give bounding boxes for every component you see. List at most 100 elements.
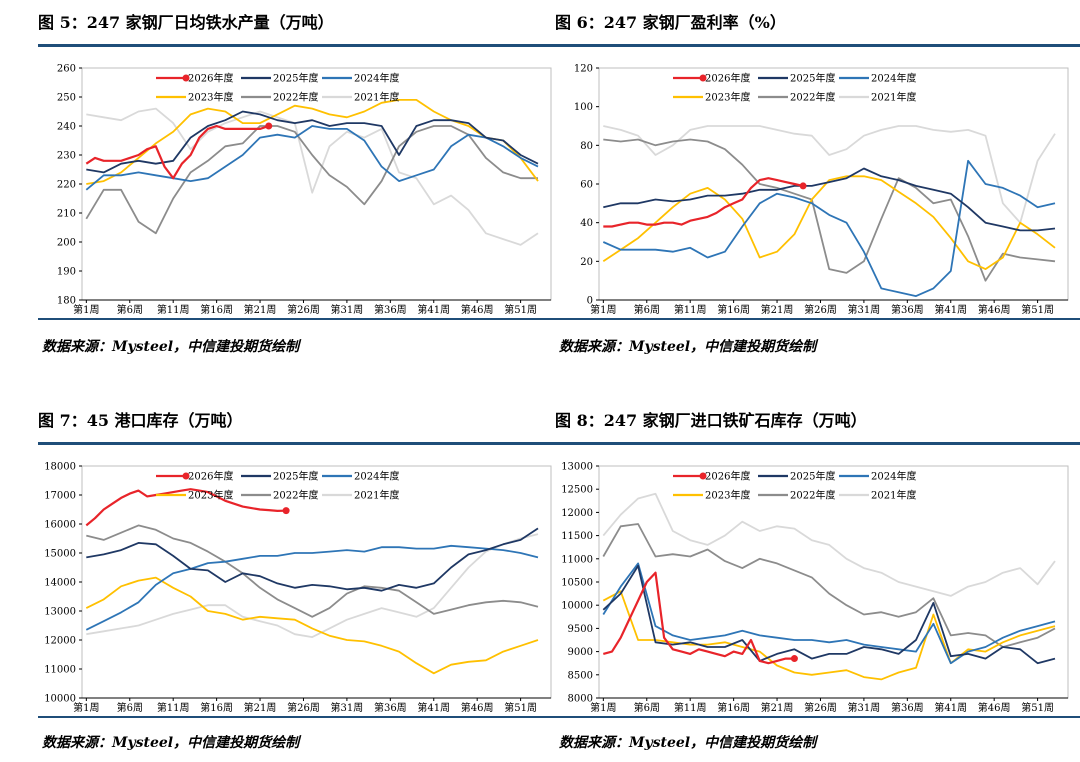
series-line-2023年度 <box>85 576 539 675</box>
y-tick-label: 12000 <box>44 636 76 647</box>
bottom-rule <box>38 318 563 320</box>
legend-label: 2025年度 <box>273 470 318 483</box>
series-line-2026年度 <box>85 124 270 180</box>
series-line-2023年度 <box>602 175 1056 271</box>
x-tick-label: 第21周 <box>244 303 277 316</box>
y-tick-label: 13000 <box>44 607 76 618</box>
legend-label: 2024年度 <box>871 470 916 483</box>
y-tick-label: 16000 <box>44 520 76 531</box>
y-tick-label: 12000 <box>561 508 593 519</box>
legend-item: 2025年度 <box>758 72 835 85</box>
series-line-2025年度 <box>602 564 1056 665</box>
line-chart-port-inventory: 10000 11000 12000 13000 14000 15000 16000 17000… <box>44 462 552 714</box>
x-tick-label: 第16周 <box>200 303 233 316</box>
x-tick-label: 第6周 <box>117 303 143 316</box>
x-tick-label: 第1周 <box>590 303 616 316</box>
x-tick-label: 第46周 <box>978 303 1011 316</box>
x-tick-label: 第11周 <box>674 303 707 316</box>
x-tick-label: 第16周 <box>200 701 233 714</box>
legend-label: 2023年度 <box>188 91 233 104</box>
data-source: 数据来源：Mysteel，中信建投期货绘制 <box>559 735 817 751</box>
chart-title: 图 5：247 家钢厂日均铁水产量（万吨） <box>38 13 334 32</box>
title-rule <box>38 442 563 445</box>
legend-label: 2022年度 <box>790 91 835 104</box>
y-tick-label: 240 <box>57 122 76 133</box>
series-end-marker <box>790 655 798 663</box>
y-tick-label: 250 <box>57 93 76 104</box>
chart-panel-fig6: 图 6：247 家钢厂盈利率（%） 0 20 40 60 80 100 120 第1周 第6周 第… <box>555 10 1080 360</box>
chart-panel-fig5: 图 5：247 家钢厂日均铁水产量（万吨） 180 190 200 210 220 230… <box>38 10 563 360</box>
x-tick-label: 第6周 <box>117 701 143 714</box>
legend-label: 2024年度 <box>354 470 399 483</box>
series-line-2024年度 <box>602 562 1056 665</box>
x-tick-label: 第26周 <box>804 303 837 316</box>
legend-label: 2021年度 <box>871 91 916 104</box>
x-tick-label: 第51周 <box>504 701 537 714</box>
x-tick-label: 第16周 <box>717 303 750 316</box>
y-tick-label: 0 <box>587 296 593 307</box>
legend-label: 2023年度 <box>705 489 750 502</box>
legend-item: 2022年度 <box>241 91 318 104</box>
x-tick-label: 第21周 <box>244 701 277 714</box>
x-tick-label: 第11周 <box>157 303 190 316</box>
y-tick-label: 12500 <box>561 485 593 496</box>
y-tick-label: 10500 <box>561 578 593 589</box>
x-tick-label: 第31周 <box>331 701 364 714</box>
chart-panel-fig7: 图 7：45 港口库存（万吨） 10000 11000 12000 13000 1400… <box>38 408 563 758</box>
x-tick-label: 第46周 <box>461 701 494 714</box>
x-tick-label: 第1周 <box>73 701 99 714</box>
y-tick-label: 200 <box>57 238 76 249</box>
line-chart-ore-inventory: 8000 8500 9000 9500 10000 10500 11000 11500 1200… <box>561 462 1069 714</box>
series-end-marker <box>799 182 807 190</box>
y-tick-label: 11000 <box>561 554 593 565</box>
chart-title: 图 8：247 家钢厂进口铁矿石库存（万吨） <box>555 411 867 430</box>
legend-label: 2022年度 <box>273 91 318 104</box>
x-tick-label: 第36周 <box>891 701 924 714</box>
legend-item: 2021年度 <box>322 489 399 502</box>
y-tick-label: 9500 <box>568 624 593 635</box>
y-tick-label: 40 <box>580 218 593 229</box>
y-tick-label: 17000 <box>44 491 76 502</box>
legend-item: 2026年度 <box>156 72 233 85</box>
data-source: 数据来源：Mysteel，中信建投期货绘制 <box>559 339 817 355</box>
series-line-2022年度 <box>603 138 1056 282</box>
legend-item: 2024年度 <box>839 470 916 483</box>
chart-title: 图 6：247 家钢厂盈利率（%） <box>555 13 786 32</box>
legend-label: 2026年度 <box>705 470 750 483</box>
bottom-rule <box>555 716 1080 718</box>
legend-item: 2023年度 <box>156 91 233 104</box>
legend-label: 2026年度 <box>188 470 233 483</box>
x-tick-label: 第41周 <box>934 303 967 316</box>
legend-item: 2021年度 <box>839 489 916 502</box>
legend-label: 2026年度 <box>705 72 750 85</box>
legend-marker <box>182 472 190 480</box>
series-line-2022年度 <box>86 524 539 618</box>
series-end-marker <box>282 507 290 515</box>
legend-label: 2022年度 <box>273 489 318 502</box>
bottom-rule <box>555 318 1080 320</box>
legend-label: 2025年度 <box>790 470 835 483</box>
legend-marker <box>182 74 190 82</box>
legend-item: 2026年度 <box>673 72 750 85</box>
y-tick-label: 8500 <box>568 670 593 681</box>
x-tick-label: 第41周 <box>417 303 450 316</box>
y-tick-label: 120 <box>574 64 593 75</box>
legend-label: 2021年度 <box>871 489 916 502</box>
x-tick-label: 第11周 <box>157 701 190 714</box>
series-line-2021年度 <box>602 492 1056 597</box>
y-tick-label: 10000 <box>561 601 593 612</box>
title-rule <box>38 44 563 47</box>
series-line-2021年度 <box>86 107 539 246</box>
series-line-2026年度 <box>603 571 795 665</box>
y-tick-label: 260 <box>57 64 76 75</box>
legend-item: 2023年度 <box>156 489 233 502</box>
legend-item: 2022年度 <box>758 91 835 104</box>
legend-label: 2026年度 <box>188 72 233 85</box>
legend-item: 2021年度 <box>839 91 916 104</box>
x-tick-label: 第51周 <box>1021 701 1054 714</box>
x-tick-label: 第6周 <box>634 701 660 714</box>
legend-item: 2023年度 <box>673 91 750 104</box>
y-tick-label: 220 <box>57 180 76 191</box>
legend-item: 2026年度 <box>673 470 750 483</box>
y-tick-label: 20 <box>580 257 593 268</box>
